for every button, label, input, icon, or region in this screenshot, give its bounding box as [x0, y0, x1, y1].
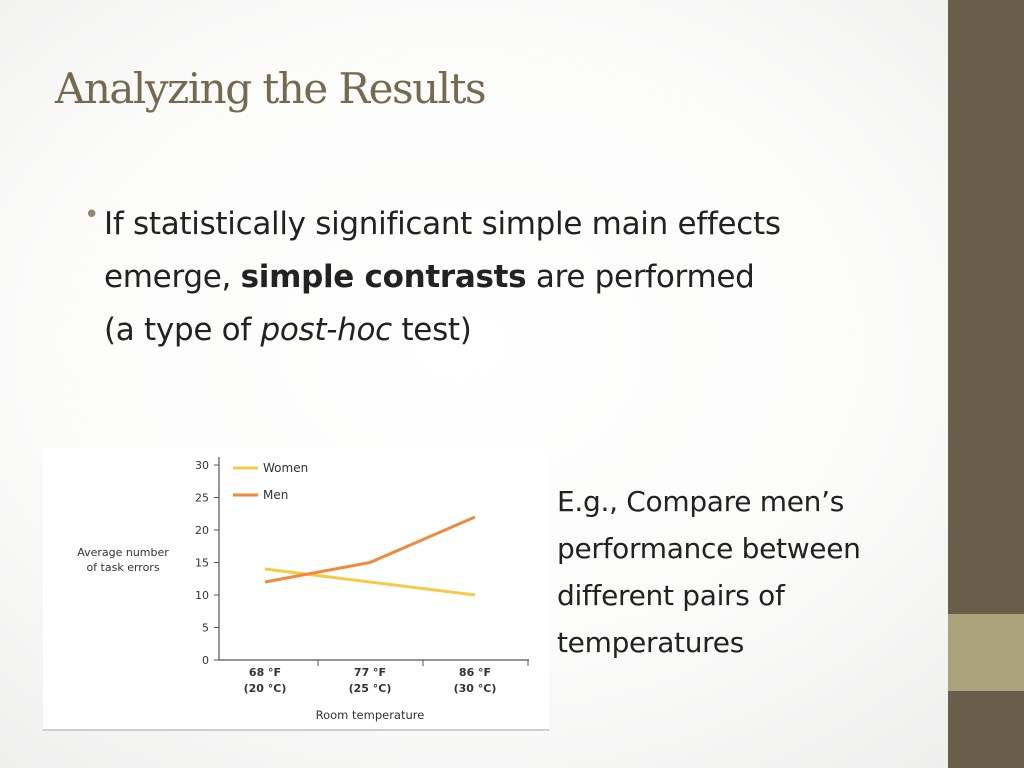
- line-chart: 0 5 10 15 20 25 30 68 °F (20 °C) 77 °F (25 °C) 86 °…: [77, 457, 529, 722]
- bullet-text-part-1: If statistically significant simple main…: [104, 206, 781, 295]
- bullet-marker: •: [84, 200, 100, 230]
- slide-title: Analyzing the Results: [55, 64, 487, 113]
- y-tick-label: 10: [195, 589, 209, 602]
- y-tick-label: 25: [195, 492, 209, 505]
- legend-label-women: Women: [263, 461, 308, 475]
- bullet-text: If statistically significant simple main…: [84, 198, 784, 357]
- bullet-text-part-2: are performed (a type of: [104, 259, 755, 348]
- chart-panel: 0 5 10 15 20 25 30 68 °F (20 °C) 77 °F (25 °C) 86 °…: [43, 448, 549, 730]
- x-tick-label: 77 °F: [354, 666, 386, 679]
- x-tick-label: 86 °F: [459, 666, 491, 679]
- y-tick-label: 0: [202, 654, 209, 667]
- y-tick-label: 15: [195, 557, 209, 570]
- example-text: E.g., Compare men’s performance between …: [557, 485, 861, 659]
- y-tick-label: 5: [202, 622, 209, 635]
- y-axis-label: of task errors: [86, 561, 159, 574]
- bullet-point: • If statistically significant simple ma…: [84, 198, 784, 357]
- x-axis-label: Room temperature: [316, 708, 425, 722]
- bullet-bold-term: simple contrasts: [240, 259, 527, 295]
- series-line-women: [264, 567, 476, 597]
- y-tick-label: 20: [195, 524, 209, 537]
- chart-panel-border: [43, 729, 549, 731]
- y-tick-label: 30: [195, 459, 209, 472]
- bullet-text-part-3: test): [391, 312, 472, 348]
- bullet-italic-term: post-hoc: [260, 312, 392, 348]
- x-tick-label: (25 °C): [349, 682, 392, 695]
- x-tick-label: (30 °C): [454, 682, 497, 695]
- x-tick-label: 68 °F: [249, 666, 281, 679]
- series-line-men: [264, 515, 476, 584]
- y-axis-label: Average number: [77, 546, 169, 559]
- legend-label-men: Men: [263, 488, 288, 502]
- x-tick-label: (20 °C): [244, 682, 287, 695]
- sidebar-accent-block: [948, 614, 1024, 691]
